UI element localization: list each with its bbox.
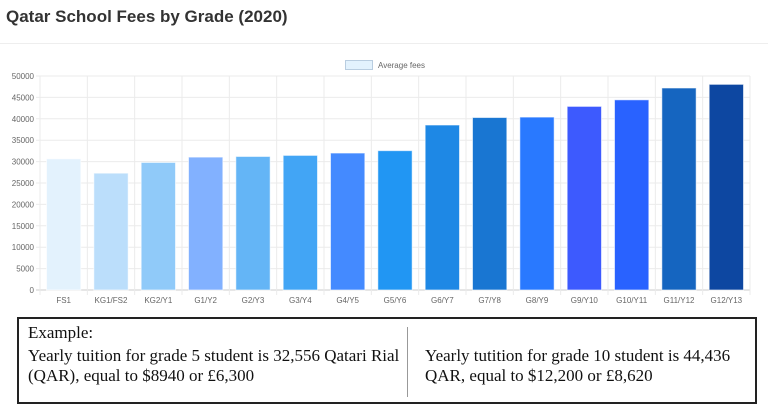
title-divider — [0, 43, 768, 44]
y-tick-label: 30000 — [12, 158, 35, 167]
x-tick-label: G2/Y3 — [242, 296, 265, 305]
bar-g12-y13 — [708, 83, 745, 291]
legend[interactable]: Average fees — [345, 60, 425, 70]
bar-fs1 — [46, 158, 82, 291]
x-tick-label: KG2/Y1 — [144, 296, 173, 305]
bar-g2-y3 — [235, 155, 271, 291]
x-tick-label: FS1 — [56, 296, 71, 305]
x-tick-label: G5/Y6 — [384, 296, 407, 305]
y-tick-label: 15000 — [12, 222, 35, 231]
bar-g3-y4 — [282, 154, 318, 291]
y-tick-label: 40000 — [12, 115, 35, 124]
example-divider — [407, 327, 408, 397]
x-tick-label: G10/Y11 — [616, 296, 648, 305]
x-tick-label: G3/Y4 — [289, 296, 312, 305]
x-tick-label: G12/Y13 — [711, 296, 743, 305]
x-tick-label: G4/Y5 — [336, 296, 359, 305]
y-tick-label: 0 — [30, 286, 35, 295]
bar-g7-y8 — [472, 117, 508, 291]
example-box: Example: Yearly tuition for grade 5 stud… — [17, 317, 757, 404]
y-tick-label: 35000 — [12, 136, 35, 145]
y-tick-label: 20000 — [12, 200, 35, 209]
y-tick-label: 45000 — [12, 93, 35, 102]
chart-title: Qatar School Fees by Grade (2020) — [6, 7, 288, 26]
bar-g1-y2 — [188, 156, 224, 291]
legend-swatch — [345, 60, 373, 70]
example-grade-5: Yearly tuition for grade 5 student is 32… — [28, 346, 400, 385]
y-tick-label: 25000 — [12, 179, 35, 188]
bar-g5-y6 — [377, 150, 413, 291]
x-tick-label: G8/Y9 — [526, 296, 549, 305]
y-tick-label: 10000 — [12, 243, 35, 252]
example-grade-10: Yearly tutition for grade 10 student is … — [425, 346, 731, 385]
bar-g9-y10 — [566, 105, 603, 291]
bar-g4-y5 — [330, 152, 366, 291]
y-tick-label: 5000 — [16, 265, 34, 274]
x-tick-label: G1/Y2 — [194, 296, 217, 305]
bar-kg1-fs2 — [93, 172, 129, 291]
bar-chart: 0 5000 10000 15000 20000 25000 30000 35000 40000… — [12, 72, 751, 305]
bar-g11-y12 — [661, 87, 697, 291]
x-tick-label: KG1/FS2 — [95, 296, 128, 305]
bar-g10-y11 — [614, 99, 650, 291]
example-heading: Example: — [28, 323, 94, 342]
y-tick-label: 50000 — [12, 72, 35, 81]
x-tick-label: G9/Y10 — [571, 296, 599, 305]
bar-kg2-y1 — [140, 161, 177, 291]
legend-label: Average fees — [378, 60, 425, 70]
x-tick-label: G11/Y12 — [664, 296, 696, 305]
bar-g8-y9 — [519, 116, 555, 291]
x-tick-label: G7/Y8 — [478, 296, 501, 305]
x-tick-label: G6/Y7 — [431, 296, 454, 305]
bar-g6-y7 — [424, 124, 460, 291]
